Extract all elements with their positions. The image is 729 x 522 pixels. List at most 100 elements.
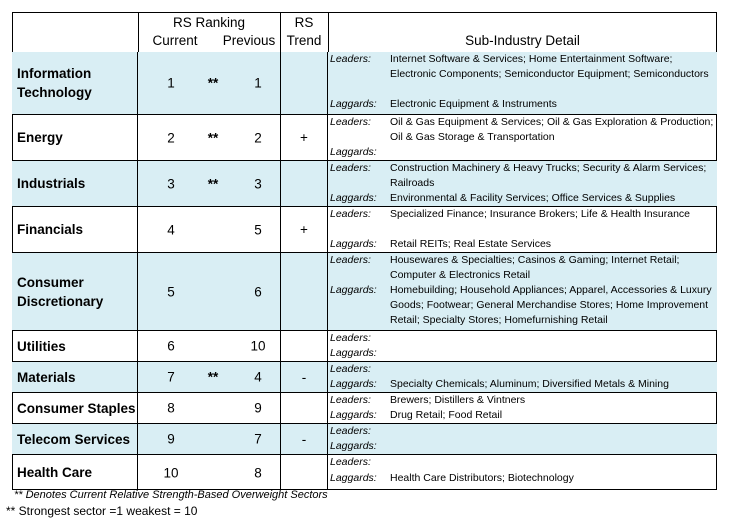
sector-name: Consumer Discretionary xyxy=(12,253,138,330)
laggards-text: Homebuilding; Household Appliances; Appa… xyxy=(390,284,712,326)
rank-cell: 3 ** 3 xyxy=(138,161,288,206)
previous-heading: Previous xyxy=(222,33,276,48)
leaders-text: Oil & Gas Equipment & Services; Oil & Ga… xyxy=(390,116,714,143)
rank-cell: 9 7 xyxy=(138,424,288,454)
header-divider xyxy=(138,12,139,52)
laggards-label: Laggards: xyxy=(330,284,377,296)
laggards-label: Laggards: xyxy=(330,472,377,484)
header-divider xyxy=(328,12,329,52)
table-row: Information Technology 1 ** 1 Leaders: I… xyxy=(12,52,717,115)
sub-industry-detail: Leaders: Laggards: xyxy=(328,424,717,454)
rs-trend xyxy=(280,253,328,330)
rank-cell: 4 5 xyxy=(138,207,288,252)
table-row: Consumer Staples 8 9 Leaders: Brewers; D… xyxy=(12,393,717,424)
rs-trend xyxy=(280,331,328,361)
leaders-label: Leaders: xyxy=(330,116,371,128)
table-row: Industrials 3 ** 3 Leaders: Construction… xyxy=(12,161,717,207)
sector-name: Information Technology xyxy=(12,52,138,114)
rs-ranking-heading: RS Ranking xyxy=(172,15,246,30)
laggards-text: Environmental & Facility Services; Offic… xyxy=(390,192,676,204)
leaders-text: Internet Software & Services; Home Enter… xyxy=(390,53,709,80)
current-heading: Current xyxy=(152,33,198,48)
rank-cell: 5 6 xyxy=(138,253,288,330)
leaders-text: Construction Machinery & Heavy Trucks; S… xyxy=(390,162,707,189)
leaders-label: Leaders: xyxy=(330,394,371,406)
laggards-label: Laggards: xyxy=(330,347,377,359)
leaders-label: Leaders: xyxy=(330,363,371,375)
leaders-text: Specialized Finance; Insurance Brokers; … xyxy=(390,208,690,220)
rs-trend xyxy=(280,161,328,206)
sub-industry-detail: Leaders: Laggards: xyxy=(328,331,717,361)
sub-industry-detail: Leaders: Internet Software & Services; H… xyxy=(328,52,717,114)
laggards-text: Retail REITs; Real Estate Services xyxy=(390,238,552,250)
sub-industry-detail: Leaders: Brewers; Distillers & Vintners … xyxy=(328,393,717,423)
leaders-label: Leaders: xyxy=(330,53,371,65)
footnote-overweight: ** Denotes Current Relative Strength-Bas… xyxy=(14,489,328,501)
table-row: Telecom Services 9 7 - Leaders: Laggards… xyxy=(12,424,717,455)
laggards-text: Drug Retail; Food Retail xyxy=(390,409,503,421)
overweight-marker: ** xyxy=(207,176,219,191)
leaders-label: Leaders: xyxy=(330,456,371,468)
previous-rank: 7 xyxy=(254,431,262,447)
rs-ranking-table: RS Ranking Current Previous RS Trend Sub… xyxy=(12,12,717,490)
overweight-marker: ** xyxy=(207,130,219,145)
footnote-scale: ** Strongest sector =1 weakest = 10 xyxy=(6,504,198,518)
current-rank: 9 xyxy=(167,431,175,447)
table-row: Energy 2 ** 2 + Leaders: Oil & Gas Equip… xyxy=(12,115,717,161)
laggards-label: Laggards: xyxy=(330,378,377,390)
sector-name: Consumer Staples xyxy=(12,393,138,423)
sector-name: Industrials xyxy=(12,161,138,206)
current-rank: 2 xyxy=(167,130,175,145)
rank-cell: 2 ** 2 xyxy=(138,115,288,160)
overweight-marker: ** xyxy=(207,75,219,91)
rs-trend: - xyxy=(280,362,328,392)
current-rank: 3 xyxy=(167,176,175,191)
previous-rank: 4 xyxy=(254,369,262,385)
current-rank: 1 xyxy=(167,75,175,91)
sub-industry-heading: Sub-Industry Detail xyxy=(465,33,580,48)
rs-heading: RS xyxy=(294,15,314,30)
leaders-text: Housewares & Specialties; Casinos & Gami… xyxy=(390,254,680,281)
sector-name: Telecom Services xyxy=(12,424,138,454)
laggards-label: Laggards: xyxy=(330,238,377,250)
table-row: Consumer Discretionary 5 6 Leaders: Hous… xyxy=(12,253,717,331)
leaders-label: Leaders: xyxy=(330,162,371,174)
table-border xyxy=(12,12,717,490)
table-row: Financials 4 5 + Leaders: Specialized Fi… xyxy=(12,207,717,253)
previous-rank: 5 xyxy=(254,222,262,237)
sector-name: Health Care xyxy=(12,455,138,490)
sub-industry-detail: Leaders: Specialized Finance; Insurance … xyxy=(328,207,717,252)
overweight-marker: ** xyxy=(207,369,219,385)
laggards-text: Health Care Distributors; Biotechnology xyxy=(390,472,574,484)
laggards-label: Laggards: xyxy=(330,440,377,452)
current-rank: 4 xyxy=(167,222,175,237)
sub-industry-detail: Leaders: Laggards: Specialty Chemicals; … xyxy=(328,362,717,392)
previous-rank: 2 xyxy=(254,130,262,145)
current-rank: 6 xyxy=(167,338,175,354)
laggards-label: Laggards: xyxy=(330,192,377,204)
previous-rank: 8 xyxy=(254,465,262,480)
rs-trend xyxy=(280,52,328,114)
leaders-label: Leaders: xyxy=(330,254,371,266)
previous-rank: 1 xyxy=(254,75,262,91)
table-row: Utilities 6 10 Leaders: Laggards: xyxy=(12,331,717,362)
sector-name: Energy xyxy=(12,115,138,160)
table-header: RS Ranking Current Previous RS Trend Sub… xyxy=(12,12,717,53)
sub-industry-detail: Leaders: Oil & Gas Equipment & Services;… xyxy=(328,115,717,160)
rs-trend: + xyxy=(280,207,328,252)
rs-trend xyxy=(280,455,328,490)
table-row: Health Care 10 8 Leaders: Laggards: Heal… xyxy=(12,455,717,490)
previous-rank: 9 xyxy=(254,400,262,416)
sub-industry-detail: Leaders: Laggards: Health Care Distribut… xyxy=(328,455,717,490)
sector-name: Financials xyxy=(12,207,138,252)
current-rank: 10 xyxy=(163,465,179,480)
leaders-text: Brewers; Distillers & Vintners xyxy=(390,394,526,406)
leaders-label: Leaders: xyxy=(330,425,371,437)
previous-rank: 6 xyxy=(254,284,262,299)
current-rank: 8 xyxy=(167,400,175,416)
sector-name: Materials xyxy=(12,362,138,392)
header-divider xyxy=(280,12,281,52)
sub-industry-detail: Leaders: Housewares & Specialties; Casin… xyxy=(328,253,717,330)
laggards-text: Specialty Chemicals; Aluminum; Diversifi… xyxy=(390,378,669,390)
rs-trend xyxy=(280,393,328,423)
